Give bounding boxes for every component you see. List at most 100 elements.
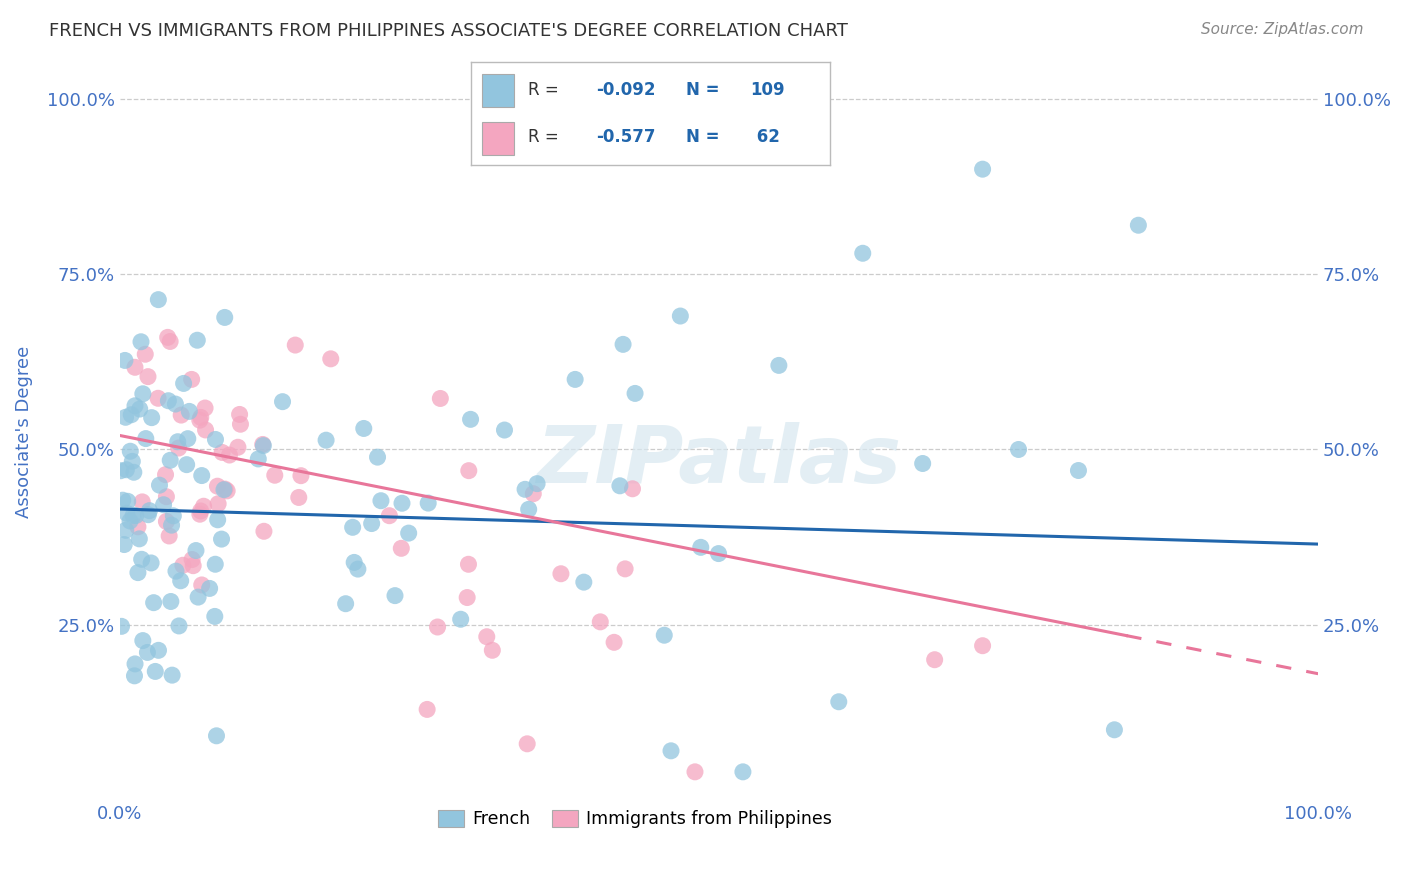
Point [457, 464, 479, 478]
Point [516, 737, 538, 751]
Point [494, 423, 516, 437]
Point [253, 524, 276, 539]
Point [659, 744, 682, 758]
Point [418, 496, 440, 510]
Point [564, 372, 586, 386]
Point [229, 417, 252, 432]
Point [228, 408, 250, 422]
Point [179, 404, 201, 418]
Point [135, 432, 157, 446]
Point [370, 493, 392, 508]
Point [214, 482, 236, 496]
Point [143, 665, 166, 679]
Point [669, 309, 692, 323]
Text: -0.092: -0.092 [596, 81, 657, 99]
Point [166, 434, 188, 449]
Point [146, 392, 169, 406]
Point [924, 653, 946, 667]
Point [142, 596, 165, 610]
Point [122, 465, 145, 479]
Point [347, 562, 370, 576]
Text: N =: N = [686, 128, 720, 146]
Point [353, 421, 375, 435]
Point [731, 764, 754, 779]
Point [118, 514, 141, 528]
Point [652, 628, 675, 642]
Point [136, 508, 159, 522]
Point [111, 493, 134, 508]
Point [204, 558, 226, 572]
Point [129, 334, 152, 349]
Point [120, 444, 142, 458]
Point [689, 541, 711, 555]
Point [911, 457, 934, 471]
Point [114, 524, 136, 538]
Point [683, 764, 706, 779]
FancyBboxPatch shape [482, 74, 515, 106]
Point [252, 439, 274, 453]
Point [160, 594, 183, 608]
Point [522, 486, 544, 500]
Text: N =: N = [686, 81, 720, 99]
Point [114, 410, 136, 425]
Point [315, 433, 337, 447]
Point [157, 393, 180, 408]
Point [416, 702, 439, 716]
Point [110, 464, 132, 478]
Point [124, 657, 146, 671]
Point [603, 635, 626, 649]
Point [125, 508, 148, 523]
Text: 109: 109 [751, 81, 786, 99]
Point [212, 483, 235, 497]
Point [614, 562, 637, 576]
Point [157, 529, 180, 543]
Point [204, 433, 226, 447]
Point [131, 495, 153, 509]
Point [456, 591, 478, 605]
Point [1128, 219, 1150, 233]
Point [176, 458, 198, 472]
Text: R =: R = [529, 128, 560, 146]
Point [972, 639, 994, 653]
Point [136, 645, 159, 659]
Point [621, 482, 644, 496]
Point [624, 386, 647, 401]
Text: R =: R = [529, 81, 560, 99]
Point [194, 423, 217, 437]
Point [148, 293, 170, 307]
Point [263, 468, 285, 483]
Point [170, 574, 193, 588]
Point [214, 310, 236, 325]
Point [148, 478, 170, 492]
Point [124, 399, 146, 413]
Point [360, 516, 382, 531]
Point [190, 410, 212, 425]
Point [271, 394, 294, 409]
Point [398, 526, 420, 541]
Point [391, 496, 413, 510]
Text: ZIPatlas: ZIPatlas [537, 423, 901, 500]
Point [572, 575, 595, 590]
Point [162, 508, 184, 523]
Point [1007, 442, 1029, 457]
Point [429, 392, 451, 406]
Point [159, 334, 181, 349]
Point [160, 668, 183, 682]
Point [612, 337, 634, 351]
Point [335, 597, 357, 611]
Point [481, 643, 503, 657]
Point [450, 612, 472, 626]
Point [115, 463, 138, 477]
Point [204, 609, 226, 624]
Point [188, 413, 211, 427]
Point [155, 515, 177, 529]
Point [155, 467, 177, 482]
Point [205, 729, 228, 743]
Point [159, 453, 181, 467]
Point [194, 401, 217, 415]
Point [181, 558, 204, 573]
Point [389, 541, 412, 556]
Point [190, 504, 212, 518]
Point [127, 566, 149, 580]
Point [128, 402, 150, 417]
